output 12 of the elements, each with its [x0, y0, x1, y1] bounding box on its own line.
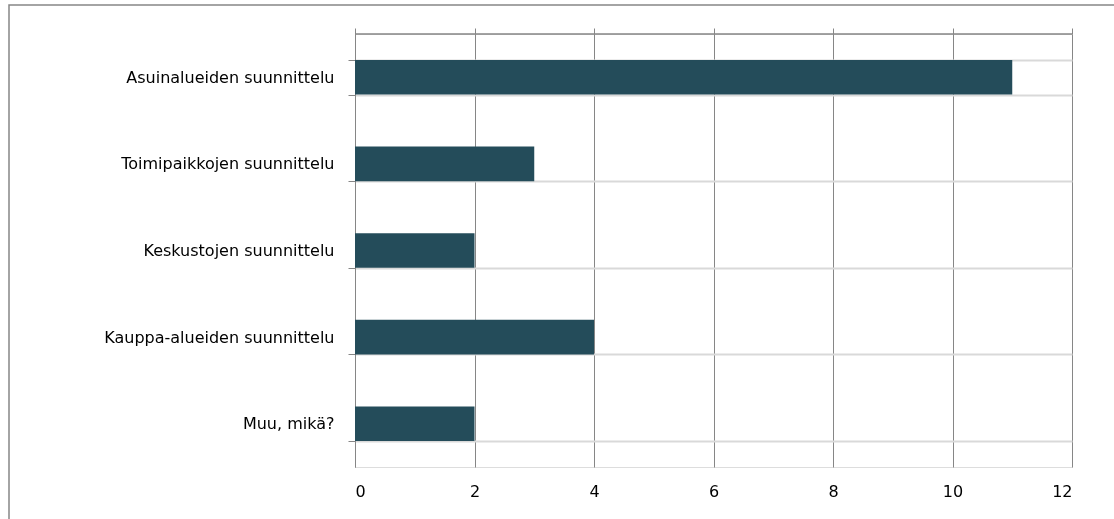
x-tick-label: 4: [589, 481, 600, 501]
y-tick-label: Kauppa-alueiden suunnittelu: [104, 327, 335, 347]
y-tick-label: Muu, mikä?: [242, 414, 335, 434]
x-tick-label: 8: [828, 481, 839, 501]
x-tick-label: 0: [355, 481, 366, 501]
y-tick-label: Keskustojen suunnittelu: [143, 241, 335, 260]
x-tick-label: 12: [1052, 481, 1073, 501]
x-tick-label: 6: [708, 481, 720, 501]
x-tick-label: 10: [942, 481, 964, 501]
y-tick-label: Asuinalueiden suunnittelu: [126, 67, 335, 87]
y-tick-label: Toimipaikkojen suunnittelu: [120, 154, 335, 174]
x-tick-label: 2: [469, 481, 481, 501]
